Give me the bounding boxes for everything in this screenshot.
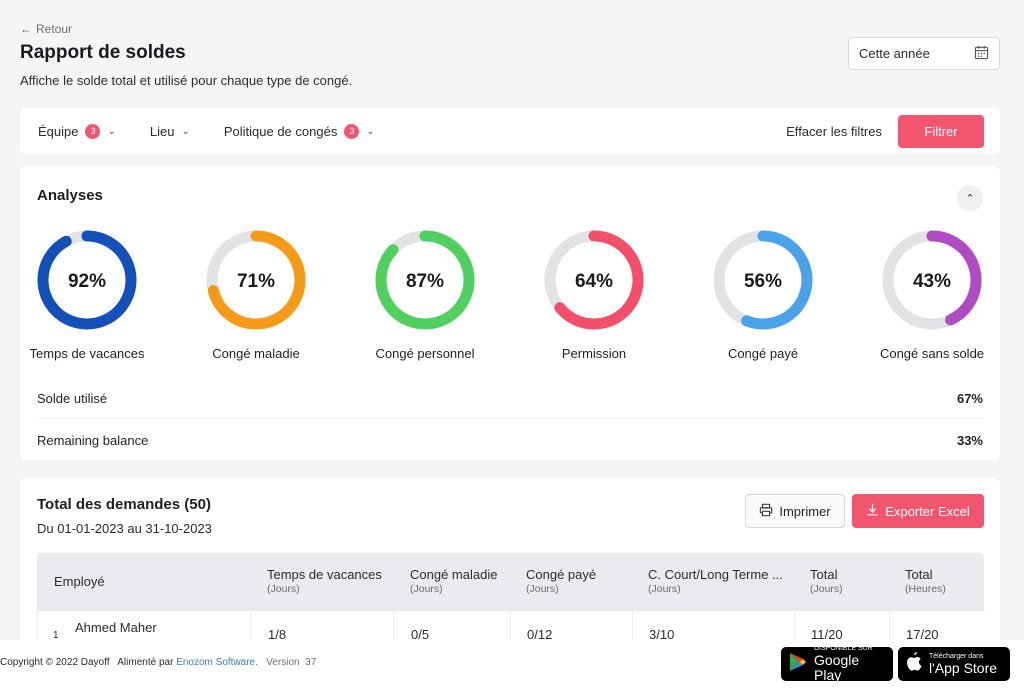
calendar-icon <box>974 45 989 63</box>
donut-chart: 92% Temps de vacances <box>12 228 162 361</box>
filter-policy-label: Politique de congés <box>223 123 338 139</box>
filter-team-label: Équipe <box>38 123 79 139</box>
collapse-button[interactable]: ⌃ <box>957 185 983 211</box>
used-balance-row: Solde utilisé 67% <box>37 379 983 419</box>
filter-location[interactable]: Lieu ⌄ <box>150 124 190 139</box>
print-button[interactable]: Imprimer <box>745 494 845 528</box>
donut-percent: 43% <box>913 271 951 292</box>
row-index: 1 <box>53 630 59 641</box>
donut-chart: 56% Congé payé <box>688 228 838 361</box>
donut-percent: 92% <box>68 271 106 292</box>
table-header: Employé Temps de vacances (Jours) Congé m… <box>37 553 984 611</box>
donut-percent: 56% <box>744 271 782 292</box>
back-label: Retour <box>36 22 73 36</box>
requests-date-range: Du 01-01-2023 au 31-10-2023 <box>37 521 212 536</box>
requests-title: Total des demandes (50) <box>37 496 211 513</box>
cell-total-hours: 17/20 <box>906 627 939 642</box>
page-title: Rapport de soldes <box>20 42 186 63</box>
clear-filters-link[interactable]: Effacer les filtres <box>786 123 882 139</box>
donut-arc <box>206 230 306 330</box>
column-header-sick[interactable]: Congé maladie (Jours) <box>410 567 498 595</box>
column-header-total-hours[interactable]: Total (Heures) <box>905 567 946 595</box>
used-balance-value: 67% <box>956 391 983 406</box>
apple-icon <box>906 652 922 676</box>
export-excel-button[interactable]: Exporter Excel <box>852 494 984 528</box>
vendor-link[interactable]: Enozom Software. <box>176 657 258 668</box>
analytics-panel: Analyses ⌃ 92% Temps de vacances 71% Congé … <box>20 166 1000 460</box>
table-row[interactable]: 1 Ahmed Maher 1/8 0/5 0/12 3/10 11/20 17… <box>37 611 984 651</box>
donut-label: Congé maladie <box>212 346 300 361</box>
cell-sick: 0/5 <box>411 627 430 642</box>
footer-copyright: Copyright © 2022 Dayoff Alimenté par Eno… <box>0 657 317 668</box>
filter-bar: Équipe 3 ⌄ Lieu ⌄ Politique de congés 3 … <box>20 108 1000 154</box>
column-header-employee[interactable]: Employé <box>54 574 105 589</box>
chevron-down-icon: ⌄ <box>107 125 116 137</box>
column-header-total-days[interactable]: Total (Jours) <box>810 567 843 595</box>
donut-chart: 71% Congé maladie <box>181 228 331 361</box>
remaining-balance-value: 33% <box>956 432 983 448</box>
page-header: ← Retour Rapport de soldes Affiche le so… <box>20 22 352 88</box>
donut-chart: 64% Permission <box>519 228 669 361</box>
google-play-badge[interactable]: DISPONIBLE SUR Google Play <box>781 645 893 683</box>
date-range-value: Cette année <box>859 46 930 61</box>
column-header-paid[interactable]: Congé payé (Jours) <box>526 567 597 595</box>
employee-name: Ahmed Maher <box>75 620 157 635</box>
download-icon <box>866 503 879 519</box>
remaining-balance-row: Remaining balance 33% <box>37 420 983 460</box>
export-label: Exporter Excel <box>885 503 970 519</box>
donut-arc <box>544 230 644 330</box>
analytics-title: Analyses <box>37 187 103 204</box>
print-label: Imprimer <box>779 503 831 519</box>
donut-chart: 87% Congé personnel <box>350 228 500 361</box>
donut-chart: 43% Congé sans solde <box>857 228 1007 361</box>
used-balance-label: Solde utilisé <box>37 391 108 406</box>
donut-label: Permission <box>561 346 627 361</box>
google-play-icon <box>789 652 807 677</box>
donut-label: Congé personnel <box>375 346 475 361</box>
donut-label: Congé payé <box>727 346 799 361</box>
date-range-select[interactable]: Cette année <box>848 37 1000 70</box>
requests-panel: Total des demandes (50) Du 01-01-2023 au… <box>20 478 1000 651</box>
filter-team[interactable]: Équipe 3 ⌄ <box>38 123 116 139</box>
page-subtitle: Affiche le solde total et utilisé pour c… <box>20 73 353 88</box>
chevron-down-icon: ⌄ <box>181 125 190 137</box>
column-header-term[interactable]: C. Court/Long Terme ... (Jours) <box>648 567 783 595</box>
column-header-vacation[interactable]: Temps de vacances (Jours) <box>267 567 382 595</box>
chevron-up-icon: ⌃ <box>965 192 975 205</box>
printer-icon <box>759 503 773 520</box>
filter-policy[interactable]: Politique de congés 3 ⌄ <box>223 123 375 139</box>
donut-arc <box>713 230 813 330</box>
donut-percent: 64% <box>575 271 613 292</box>
donut-label: Temps de vacances <box>29 346 145 361</box>
donut-percent: 71% <box>237 271 275 292</box>
donut-percent: 87% <box>406 271 444 292</box>
cell-total-days: 11/20 <box>811 627 843 642</box>
footer: Copyright © 2022 Dayoff Alimenté par Eno… <box>0 640 1024 689</box>
cell-term: 3/10 <box>649 627 675 642</box>
app-store-badge[interactable]: Télécharger dans l'App Store <box>898 647 1010 681</box>
remaining-balance-label: Remaining balance <box>37 432 149 448</box>
cell-paid: 0/12 <box>527 627 553 642</box>
donut-label: Congé sans solde <box>879 346 985 361</box>
arrow-left-icon: ← <box>20 22 32 36</box>
cell-vacation: 1/8 <box>268 627 287 642</box>
filter-policy-count-badge: 3 <box>344 123 360 139</box>
donut-arc <box>375 230 475 330</box>
donut-arc <box>37 230 137 330</box>
chevron-down-icon: ⌄ <box>366 125 375 137</box>
filter-location-label: Lieu <box>149 123 175 139</box>
apply-filter-button[interactable]: Filtrer <box>898 115 984 148</box>
filter-team-count-badge: 3 <box>85 123 101 139</box>
donut-arc <box>882 230 982 330</box>
back-link[interactable]: ← Retour <box>20 22 352 36</box>
